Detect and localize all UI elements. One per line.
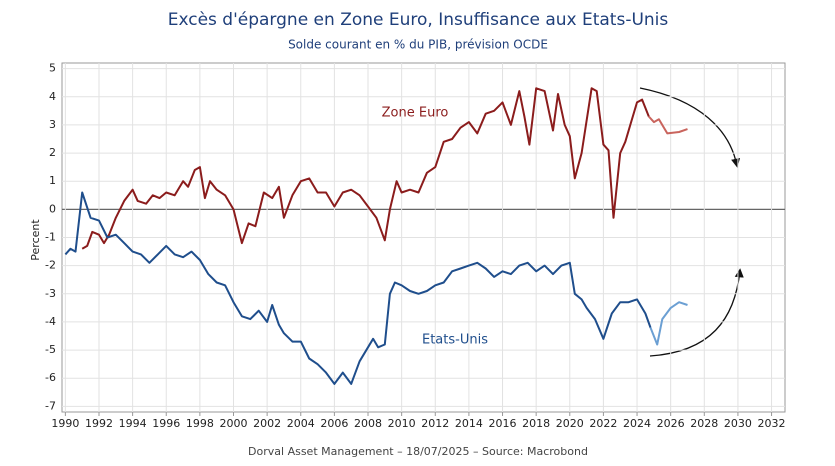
series-label: Zone Euro	[382, 106, 449, 121]
y-tick-label: -7	[45, 399, 56, 412]
forecast-line	[649, 301, 688, 346]
source: Dorval Asset Management – 18/07/2025 – S…	[248, 445, 588, 458]
x-tick-label: 1994	[119, 417, 147, 430]
y-tick-label: 5	[49, 62, 56, 75]
y-tick-label: -3	[45, 287, 56, 300]
x-tick-label: 2014	[455, 417, 483, 430]
x-tick-label: 2012	[421, 417, 449, 430]
x-tick-label: 1998	[186, 417, 214, 430]
y-tick-label: 3	[49, 118, 56, 131]
x-tick-label: 2002	[253, 417, 281, 430]
x-tick-label: 1992	[85, 417, 113, 430]
forecast-line	[648, 115, 688, 135]
chart-title: Excès d'épargne en Zone Euro, Insuffisan…	[168, 10, 669, 30]
x-tick-label: 2000	[220, 417, 248, 430]
x-tick-label: 1990	[51, 417, 79, 430]
x-tick-label: 1996	[152, 417, 180, 430]
x-tick-label: 2026	[657, 417, 685, 430]
x-tick-label: 2006	[320, 417, 348, 430]
series-label: Etats-Unis	[422, 333, 488, 348]
x-tick-label: 2030	[724, 417, 752, 430]
series-line	[81, 87, 650, 250]
arrow-down	[639, 87, 741, 168]
y-tick-label: 0	[49, 202, 56, 215]
y-tick-label: -1	[45, 231, 56, 244]
x-tick-label: 2010	[388, 417, 416, 430]
y-axis-label: Percent	[29, 219, 42, 261]
y-tick-label: -2	[45, 259, 56, 272]
x-tick-label: 2016	[489, 417, 517, 430]
x-tick-label: 2018	[522, 417, 550, 430]
x-tick-label: 2024	[623, 417, 651, 430]
y-tick-label: -4	[45, 315, 56, 328]
arrow-up	[649, 268, 744, 357]
x-tick-label: 2008	[354, 417, 382, 430]
y-tick-label: 2	[49, 146, 56, 159]
y-tick-label: 1	[49, 174, 56, 187]
chart-subtitle: Solde courant en % du PIB, prévision OCD…	[288, 38, 548, 52]
y-tick-label: 4	[49, 90, 56, 103]
y-tick-label: -5	[45, 343, 56, 356]
series-line	[64, 191, 652, 385]
x-tick-label: 2004	[287, 417, 315, 430]
x-tick-label: 2028	[690, 417, 718, 430]
y-tick-label: -6	[45, 371, 56, 384]
x-tick-label: 2020	[556, 417, 584, 430]
x-tick-label: 2032	[758, 417, 786, 430]
x-tick-label: 2022	[589, 417, 617, 430]
